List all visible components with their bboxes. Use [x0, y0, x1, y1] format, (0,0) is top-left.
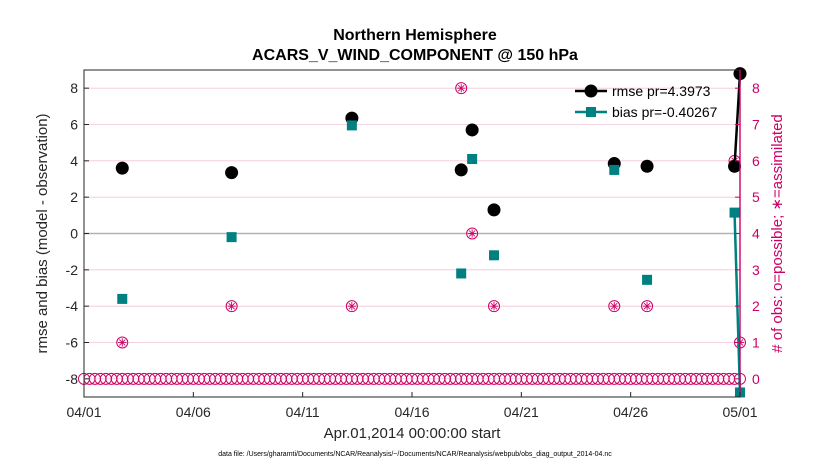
series-layer — [115, 67, 747, 398]
bias-point — [226, 232, 237, 243]
x-axis-tick-label: 04/21 — [504, 404, 539, 420]
obs-assimilated-star — [468, 230, 476, 237]
obs-possible-circle — [225, 300, 238, 313]
obs-count-layer — [78, 82, 746, 385]
obs-possible-circle — [116, 336, 129, 349]
obs-count-marker — [608, 300, 621, 313]
left-axis-tick-label: -6 — [66, 335, 79, 351]
right-axis-tick-label: 1 — [752, 335, 760, 351]
obs-assimilated-star — [610, 302, 618, 310]
right-axis-tick-label: 2 — [752, 298, 760, 314]
right-axis-tick-label: 3 — [752, 262, 760, 278]
obs-possible-circle — [345, 300, 358, 313]
obs-assimilated-star — [118, 339, 126, 346]
obs-count-marker — [225, 300, 238, 313]
bias-point — [467, 154, 478, 165]
right-axis-tick-label: 6 — [752, 153, 760, 169]
bias-point — [642, 274, 653, 285]
legend-rmse-label: rmse pr=4.3973 — [612, 83, 711, 99]
left-axis-tick-label: -2 — [66, 262, 79, 278]
x-axis-tick-label: 04/01 — [66, 404, 101, 420]
obs-count-marker — [345, 300, 358, 313]
legend-rmse-marker — [584, 84, 598, 98]
obs-possible-circle — [488, 300, 500, 313]
obs-assimilated-star — [348, 302, 356, 310]
rmse-line-segment — [733, 73, 742, 167]
left-axis-tick-label: 2 — [70, 189, 78, 205]
left-axis-tick-label: 8 — [70, 80, 78, 96]
right-axis-tick-label: 8 — [752, 80, 760, 96]
legend: rmse pr=4.3973 bias pr=-0.40267 — [575, 83, 718, 120]
left-axis-tick-label: 6 — [70, 117, 78, 133]
bias-line-segment — [733, 212, 742, 393]
x-axis-tick-label: 05/01 — [722, 404, 757, 420]
bias-point — [117, 293, 128, 304]
right-axis-tick-label: 4 — [752, 226, 760, 242]
obs-count-marker — [116, 336, 129, 349]
left-axis-label: rmse and bias (model - observation) — [34, 113, 51, 353]
x-axis-tick-label: 04/26 — [613, 404, 648, 420]
legend-bias-marker — [586, 107, 596, 117]
obs-possible-circle — [455, 82, 468, 95]
obs-count-marker — [455, 82, 468, 95]
bias-point — [489, 250, 499, 261]
left-axis-tick-label: -8 — [66, 371, 79, 387]
obs-count-marker — [641, 300, 654, 313]
obs-count-marker — [466, 227, 479, 240]
rmse-point — [640, 159, 654, 173]
obs-assimilated-star — [643, 302, 651, 310]
data-file-footnote: data file: /Users/gharamti/Documents/NCA… — [218, 451, 612, 458]
obs-count-marker — [488, 300, 500, 313]
chart-title-line1: Northern Hemisphere — [333, 27, 497, 44]
rmse-point — [115, 161, 129, 175]
left-axis-tick-label: 4 — [70, 153, 78, 169]
x-axis-tick-label: 04/16 — [394, 404, 429, 420]
rmse-point — [487, 203, 501, 217]
right-axis-tick-label: 7 — [752, 117, 760, 133]
obs-assimilated-star — [457, 84, 465, 92]
obs-possible-circle — [466, 227, 479, 240]
obs-possible-circle — [641, 300, 654, 313]
rmse-point — [454, 163, 468, 177]
axes-layer: -8 -6 -4 -2 0 2 4 6 8 0 1 2 3 4 5 6 7 8 04/01 04/06 04/11 04/… — [34, 70, 786, 442]
right-axis-tick-label: 5 — [752, 189, 760, 205]
bias-point — [729, 207, 740, 218]
bias-point — [456, 268, 467, 279]
rmse-point — [225, 166, 239, 180]
obs-possible-circle — [608, 300, 621, 313]
obs-assimilated-star — [228, 302, 235, 310]
x-axis-label: Apr.01,2014 00:00:00 start — [324, 425, 502, 442]
rmse-point — [728, 159, 742, 173]
left-axis-tick-label: 0 — [70, 226, 78, 242]
rmse-point — [465, 123, 479, 137]
bias-point — [346, 120, 357, 131]
left-axis-tick-label: -4 — [66, 298, 79, 314]
x-axis-tick-label: 04/11 — [286, 404, 320, 420]
chart-title-line2: ACARS_V_WIND_COMPONENT @ 150 hPa — [252, 47, 578, 64]
right-axis-tick-label: 0 — [752, 371, 760, 387]
x-axis-tick-label: 04/06 — [176, 404, 211, 420]
obs-assimilated-star — [490, 302, 498, 310]
bias-point — [609, 164, 620, 175]
legend-bias-label: bias pr=-0.40267 — [612, 104, 718, 120]
right-axis-label: # of obs: o=possible; ∗=assimilated — [769, 114, 786, 353]
